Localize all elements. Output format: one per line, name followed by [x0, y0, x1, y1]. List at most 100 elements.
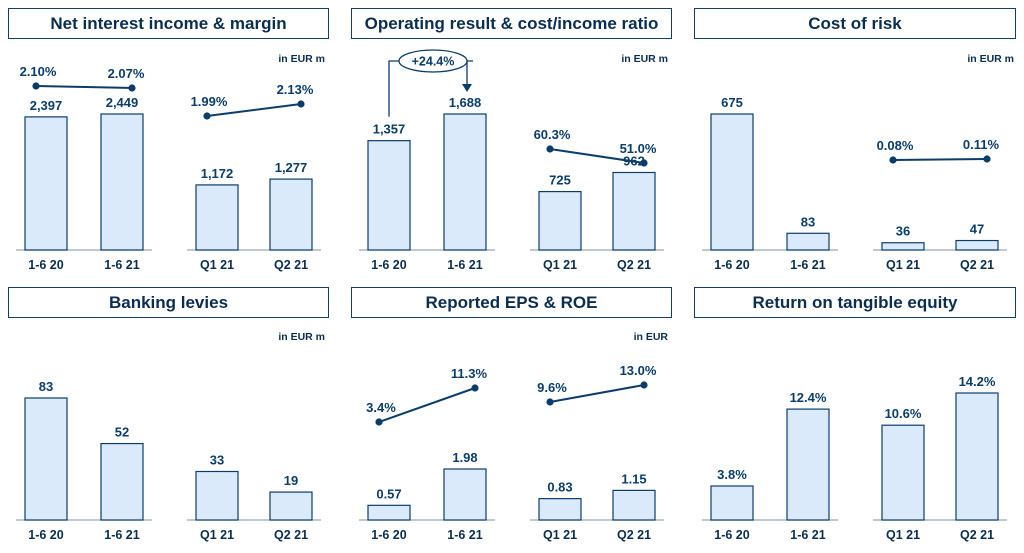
line-series-point — [128, 84, 136, 92]
category-tick-label: Q1 21 — [543, 528, 577, 542]
unit-label: in EUR — [634, 331, 669, 343]
bar-value-label: 3.8% — [717, 467, 747, 482]
unit-label: in EUR m — [621, 53, 668, 65]
line-series-segment — [549, 148, 645, 164]
growth-badge-label: +24.4% — [412, 55, 455, 69]
bar — [612, 171, 656, 251]
bar — [443, 113, 487, 251]
bar-value-label: 83 — [39, 379, 53, 394]
line-series-segment — [206, 103, 302, 117]
bar-value-label: 2,449 — [106, 95, 139, 110]
category-tick-label: 1-6 20 — [371, 528, 406, 542]
category-tick-label: Q2 21 — [960, 528, 994, 542]
line-series-label: 2.07% — [108, 66, 145, 81]
growth-bracket — [466, 60, 473, 88]
line-series-point — [203, 112, 211, 120]
category-tick-label: 1-6 21 — [104, 528, 139, 542]
bar-value-label: 1,688 — [449, 95, 482, 110]
category-tick-label: 1-6 21 — [447, 258, 482, 272]
bar-value-label: 1,172 — [201, 166, 234, 181]
panel-title-reported-eps-roe: Reported EPS & ROE — [351, 287, 672, 318]
bar-value-label: 0.83 — [547, 480, 572, 495]
line-series-label: 9.6% — [537, 380, 567, 395]
category-tick-label: 1-6 21 — [447, 528, 482, 542]
line-series-label: 1.99% — [191, 94, 228, 109]
bar — [710, 113, 754, 251]
bar-value-label: 47 — [970, 222, 984, 237]
line-series-label: 13.0% — [620, 363, 657, 378]
bar — [786, 408, 830, 521]
bar-value-label: 10.6% — [885, 406, 922, 421]
category-tick-label: 1-6 20 — [28, 528, 63, 542]
line-series-segment — [378, 387, 476, 423]
line-series-segment — [549, 384, 645, 403]
line-series-segment — [35, 85, 133, 89]
bar-value-label: 12.4% — [790, 390, 827, 405]
bar — [786, 232, 830, 251]
category-tick-label: Q2 21 — [617, 258, 651, 272]
category-tick-label: Q1 21 — [543, 258, 577, 272]
category-tick-label: 1-6 21 — [790, 528, 825, 542]
line-series-point — [640, 381, 648, 389]
line-series-point — [889, 156, 897, 164]
category-tick-label: Q2 21 — [274, 528, 308, 542]
bar-value-label: 19 — [284, 473, 298, 488]
category-tick-label: 1-6 20 — [28, 258, 63, 272]
bar — [195, 184, 239, 251]
line-series-point — [375, 418, 383, 426]
growth-arrowhead — [462, 84, 472, 92]
bar — [269, 491, 313, 521]
line-series-segment — [892, 158, 988, 161]
bar-value-label: 83 — [801, 214, 815, 229]
category-tick-label: Q2 21 — [617, 528, 651, 542]
category-tick-label: 1-6 21 — [790, 258, 825, 272]
bar-value-label: 14.2% — [959, 374, 996, 389]
panel-title-cost-of-risk: Cost of risk — [694, 8, 1016, 39]
line-series-label: 11.3% — [451, 366, 488, 381]
category-tick-label: 1-6 20 — [371, 258, 406, 272]
bar — [195, 470, 239, 521]
line-series-label: 0.08% — [877, 138, 914, 153]
category-tick-label: Q1 21 — [886, 528, 920, 542]
unit-label: in EUR m — [278, 53, 325, 65]
category-tick-label: 1-6 21 — [104, 258, 139, 272]
line-series-label: 2.13% — [277, 82, 314, 97]
bar-value-label: 1.98 — [452, 450, 477, 465]
bar — [100, 442, 144, 521]
category-tick-label: Q2 21 — [274, 258, 308, 272]
bar — [367, 140, 411, 251]
unit-label: in EUR m — [967, 53, 1014, 65]
panel-title-operating-result: Operating result & cost/income ratio — [351, 8, 672, 39]
line-series-label: 51.0% — [620, 141, 657, 156]
category-tick-label: Q1 21 — [886, 258, 920, 272]
bar-value-label: 1,357 — [373, 122, 406, 137]
bar-value-label: 52 — [115, 425, 129, 440]
unit-label: in EUR m — [278, 331, 325, 343]
category-tick-label: Q1 21 — [200, 528, 234, 542]
line-series-label: 60.3% — [534, 127, 571, 142]
bar-value-label: 0.57 — [376, 486, 401, 501]
bar-value-label: 1.15 — [621, 471, 646, 486]
line-series-label: 0.11% — [963, 137, 1000, 152]
bar — [100, 113, 144, 251]
category-tick-label: Q2 21 — [960, 258, 994, 272]
panel-title-net-interest-income: Net interest income & margin — [8, 8, 329, 39]
bar — [538, 190, 582, 251]
bar-value-label: 675 — [721, 95, 743, 110]
bar-value-label: 1,277 — [275, 160, 308, 175]
growth-badge — [398, 49, 468, 73]
bar-value-label: 36 — [896, 224, 910, 239]
bar-value-label: 2,397 — [30, 98, 63, 113]
bar — [269, 178, 313, 251]
bar — [24, 397, 68, 521]
line-series-label: 2.10% — [20, 64, 57, 79]
bar — [955, 392, 999, 521]
bar — [612, 489, 656, 521]
bar — [367, 504, 411, 521]
line-series-point — [983, 155, 991, 163]
line-series-point — [471, 384, 479, 392]
bar-value-label: 725 — [549, 173, 571, 188]
bar — [881, 424, 925, 521]
bar — [443, 468, 487, 521]
